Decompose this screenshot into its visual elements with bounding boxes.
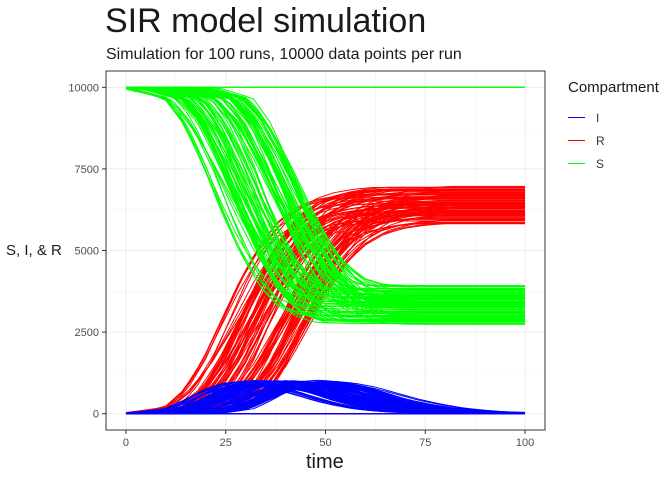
legend-key-r: [568, 140, 585, 141]
y-axis-label: S, I, & R: [6, 242, 62, 259]
x-tick-label: 0: [123, 437, 129, 449]
series-s-run-line: [125, 86, 525, 308]
series-s-run-line: [125, 87, 525, 295]
legend-item-i: I: [568, 106, 659, 129]
series-s-run-line: [126, 86, 525, 299]
legend-item-r: R: [568, 129, 659, 152]
series-s-run-line: [125, 86, 525, 300]
series-s-run-line: [125, 87, 525, 289]
series-i-run-line: [126, 381, 525, 415]
y-tick-label: 5000: [75, 246, 99, 258]
legend-title: Compartment: [568, 79, 659, 96]
y-tick-label: 0: [93, 409, 99, 421]
series-s-run-line: [125, 87, 525, 317]
series-s-run-line: [125, 87, 525, 308]
series-s-run-line: [125, 87, 525, 324]
legend-key-s: [568, 163, 585, 164]
series-s-run-line: [125, 87, 525, 312]
legend-key-i: [568, 117, 585, 118]
series-s-run-line: [126, 86, 525, 316]
legend-label-i: I: [596, 110, 600, 125]
y-tick-label: 7500: [75, 164, 99, 176]
legend-item-s: S: [568, 152, 659, 175]
legend-label-r: R: [596, 133, 605, 148]
series-s-run-line: [126, 86, 525, 313]
x-tick-label: 50: [319, 437, 331, 449]
series-r-run-line: [125, 202, 525, 414]
series-i-run-line: [126, 382, 526, 415]
legend: Compartment I R S: [568, 79, 659, 175]
x-tick-label: 75: [419, 437, 431, 449]
chart-subtitle: Simulation for 100 runs, 10000 data poin…: [106, 46, 462, 63]
legend-label-s: S: [596, 156, 605, 171]
x-tick-label: 100: [516, 437, 534, 449]
y-tick-label: 10000: [68, 82, 99, 94]
x-tick-label: 25: [220, 437, 232, 449]
series-r-run-line: [125, 186, 525, 414]
x-axis-label: time: [306, 451, 344, 473]
series-s-run-line: [126, 86, 525, 305]
series-s-run-line: [126, 86, 525, 293]
y-tick-label: 2500: [75, 327, 99, 339]
chart-title: SIR model simulation: [105, 2, 427, 40]
plot-panel-border: [105, 70, 546, 431]
